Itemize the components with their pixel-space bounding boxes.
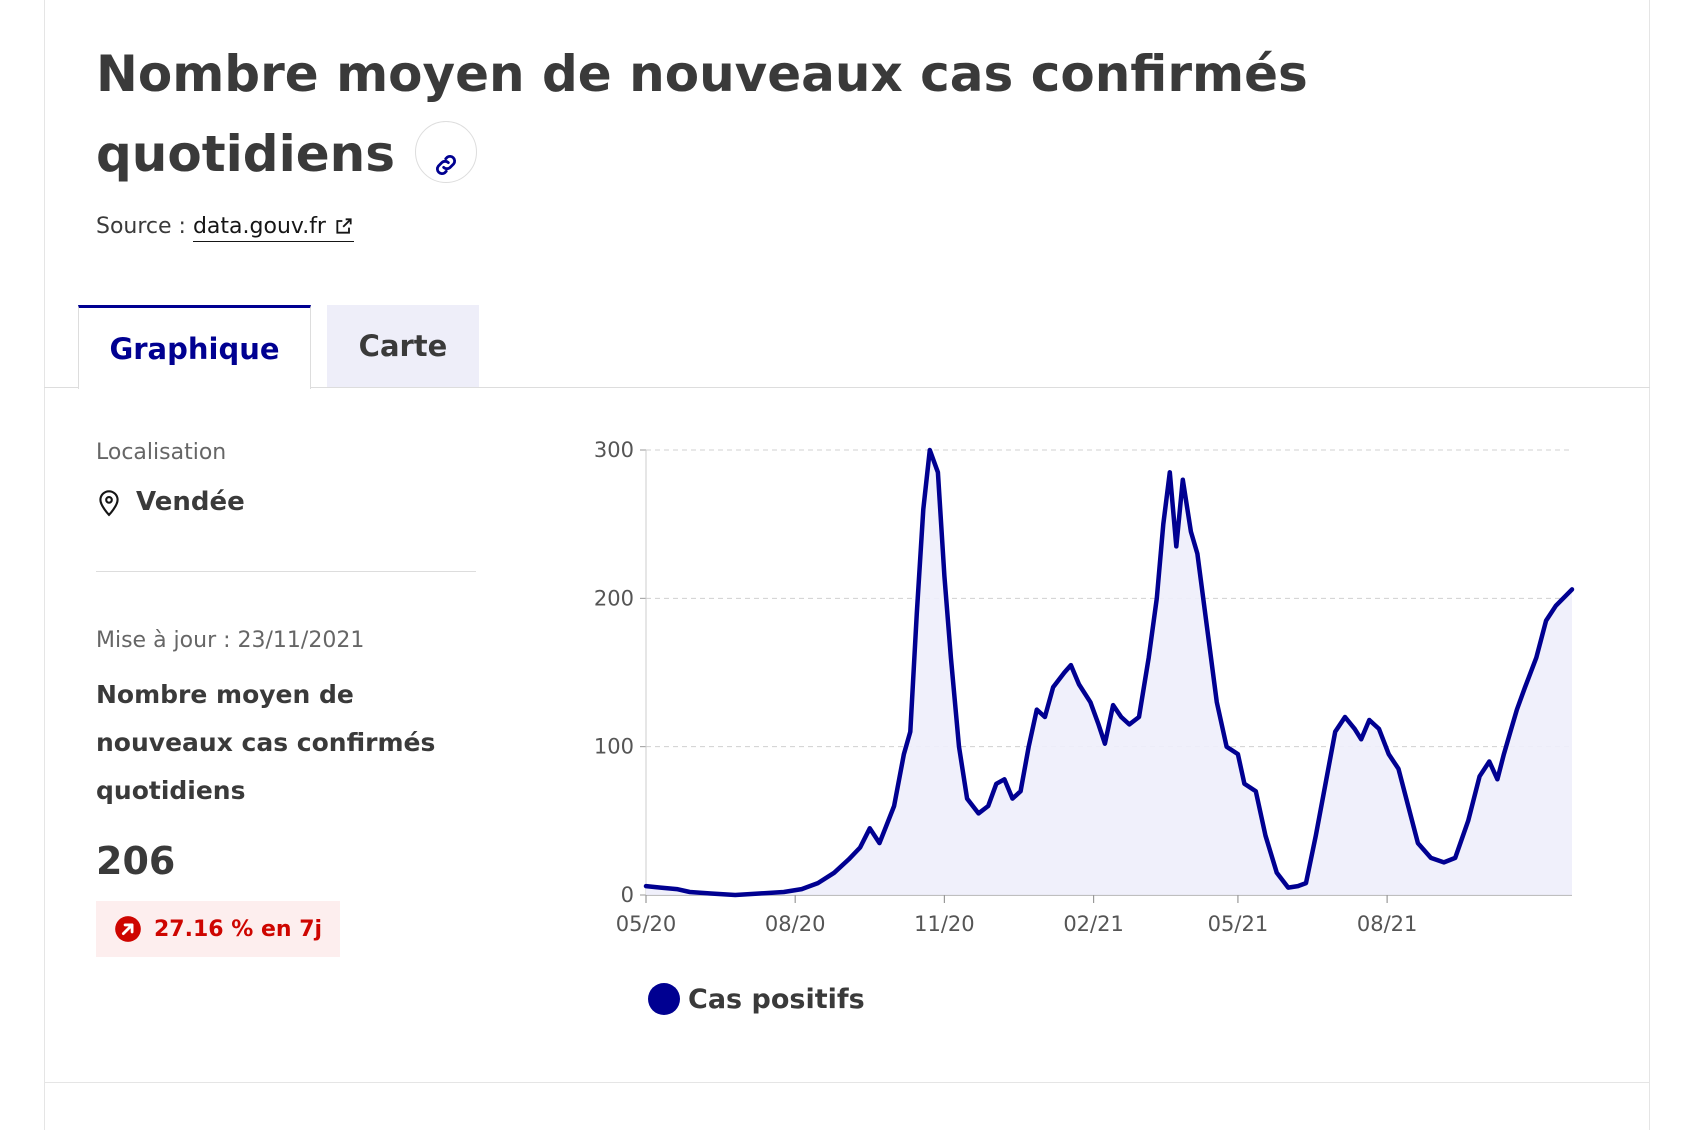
- x-tick-label: 02/21: [1063, 912, 1124, 936]
- map-pin-icon: [99, 490, 119, 517]
- x-tick-label: 11/20: [914, 912, 975, 936]
- location-value: Vendée: [96, 487, 476, 517]
- location-name: Vendée: [136, 487, 245, 517]
- location-label: Localisation: [96, 440, 227, 465]
- source-line: Source : data.gouv.fr: [96, 214, 354, 242]
- copy-link-button[interactable]: [414, 120, 477, 183]
- sidebar-divider: [96, 571, 476, 572]
- y-tick-label: 300: [594, 438, 634, 462]
- trend-badge: 27.16 % en 7j: [96, 901, 341, 957]
- x-tick-label: 05/20: [616, 912, 677, 936]
- page-title: Nombre moyen de nouveaux cas confirmés q…: [96, 34, 1496, 194]
- kpi-value: 206: [96, 839, 176, 883]
- y-tick-label: 200: [594, 586, 634, 610]
- indicator-sidebar: Localisation Vendée Mise à jour : 23/11/…: [96, 430, 476, 957]
- tab-carte[interactable]: Carte: [327, 305, 479, 387]
- update-date: Mise à jour : 23/11/2021: [96, 628, 365, 653]
- y-tick-label: 100: [594, 735, 634, 759]
- indicator-card: [44, 0, 1650, 1130]
- kpi-title: Nombre moyen de nouveaux cas confirmés q…: [96, 680, 436, 805]
- trend-text: 27.16 % en 7j: [154, 916, 323, 942]
- legend-swatch: [648, 983, 680, 1015]
- x-tick-label: 08/21: [1357, 912, 1418, 936]
- card-bottom-border: [44, 1082, 1650, 1083]
- source-link[interactable]: data.gouv.fr: [192, 214, 354, 242]
- external-link-icon: [336, 218, 352, 234]
- series-area: [646, 450, 1572, 895]
- cases-chart: 0 100 200 300 05/20 08/20 11/20 02/21 05/21 08/21: [594, 438, 1575, 936]
- tab-panel-border: [44, 387, 1650, 388]
- series-line: [643, 447, 1575, 898]
- x-tick-label: 08/20: [765, 912, 826, 936]
- y-tick-label: 0: [621, 883, 634, 907]
- source-prefix: Source :: [96, 214, 186, 239]
- arrow-up-right-icon: [115, 916, 141, 942]
- x-tick-label: 05/21: [1208, 912, 1269, 936]
- chart-legend[interactable]: Cas positifs: [648, 983, 865, 1015]
- link-icon: [435, 154, 456, 175]
- page-title-text: Nombre moyen de nouveaux cas confirmés q…: [96, 45, 1308, 183]
- source-link-text: data.gouv.fr: [192, 214, 326, 239]
- legend-label: Cas positifs: [688, 983, 865, 1015]
- tab-graphique[interactable]: Graphique: [78, 305, 311, 389]
